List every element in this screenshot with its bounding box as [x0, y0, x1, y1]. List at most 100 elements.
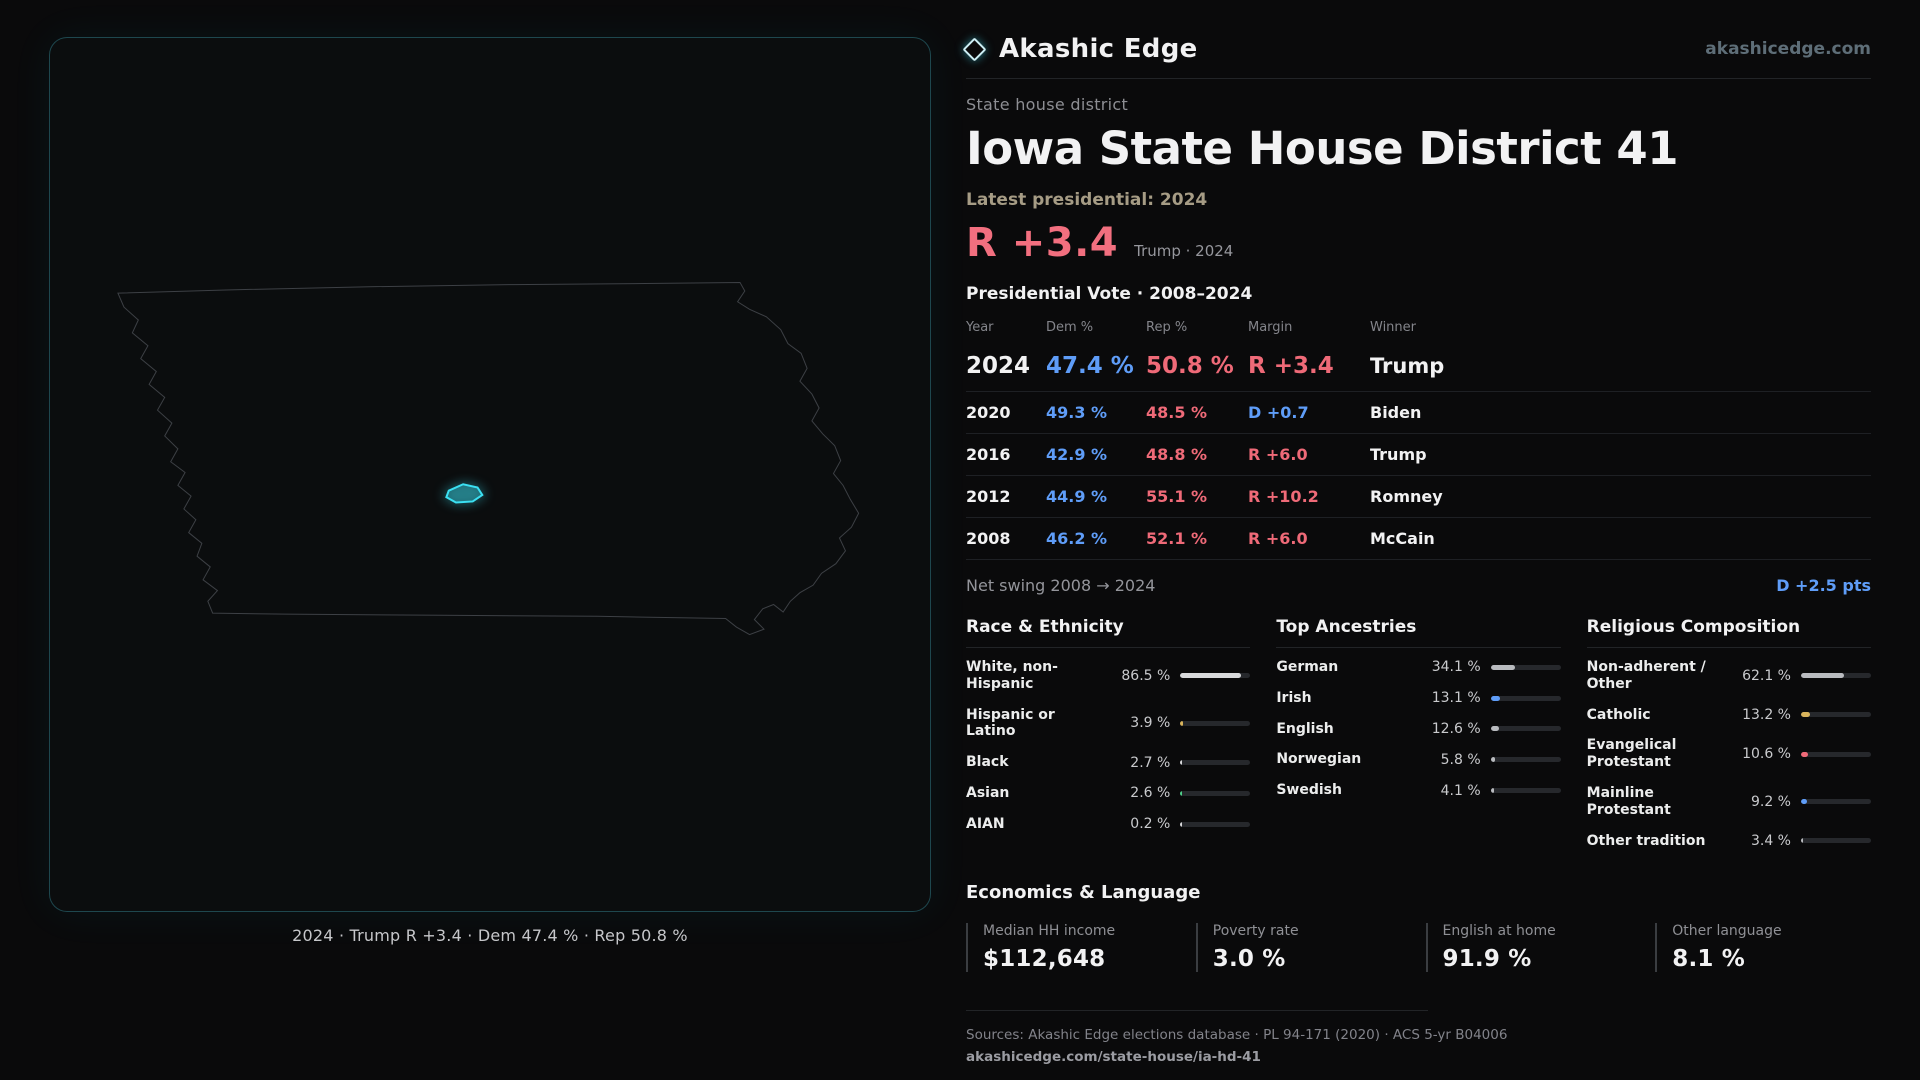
demo-value: 62.1 % [1742, 667, 1791, 684]
vote-table-title: Presidential Vote · 2008–2024 [966, 284, 1253, 304]
cell-year: 2024 [966, 353, 1031, 379]
cell-winner: Trump [1370, 354, 1445, 378]
col-year: Year [966, 320, 994, 335]
demo-value: 9.2 % [1750, 793, 1791, 810]
stat-value: 3.0 % [1212, 946, 1286, 973]
cell-rep: 52.1 % [1146, 529, 1208, 548]
demo-bar [1801, 751, 1871, 757]
demo-value: 3.9 % [1130, 715, 1171, 732]
cell-dem: 47.4 % [1046, 353, 1134, 379]
demo-bar [1801, 838, 1871, 844]
demo-row: Mainline Protestant 9.2 % [1587, 778, 1871, 826]
demo-label: Asian [966, 784, 1010, 801]
demo-value: 5.8 % [1440, 751, 1481, 768]
district-map-panel [49, 37, 931, 912]
footer-divider [966, 1010, 1428, 1012]
stat-value: 91.9 % [1442, 946, 1532, 973]
cell-year: 2012 [966, 487, 1011, 506]
cell-margin: R +6.0 [1248, 445, 1308, 464]
demo-row: Irish 13.1 % [1276, 683, 1561, 714]
vote-table-header: Year Dem % Rep % Margin Winner [966, 314, 1871, 343]
cell-dem: 42.9 % [1046, 445, 1108, 464]
cell-year: 2016 [966, 445, 1011, 464]
demo-row: Norwegian 5.8 % [1276, 744, 1561, 775]
demo-label: AIAN [966, 815, 1005, 832]
cell-dem: 44.9 % [1046, 487, 1108, 506]
brand-site-link[interactable]: akashicedge.com [1705, 39, 1871, 59]
demo-row: Black 2.7 % [966, 747, 1251, 778]
cell-winner: Romney [1370, 487, 1443, 506]
stat-poverty-rate: Poverty rate 3.0 % [1195, 923, 1412, 973]
demo-label: White, non-Hispanic [966, 659, 1058, 692]
iowa-state-outline [118, 282, 859, 634]
cell-year: 2008 [966, 529, 1011, 548]
demo-bar [1180, 720, 1251, 726]
ancestries-heading: Top Ancestries [1276, 617, 1561, 648]
stat-value: 8.1 % [1672, 946, 1746, 973]
religion-column: Religious Composition Non-adherent / Oth… [1586, 617, 1871, 857]
demo-label: Norwegian [1276, 751, 1362, 768]
demo-label: Non-adherent / Other [1586, 659, 1706, 692]
cell-winner: Biden [1370, 403, 1422, 422]
demo-label: English [1276, 720, 1334, 737]
demo-value: 13.2 % [1742, 706, 1791, 723]
demo-value: 2.7 % [1130, 754, 1171, 771]
demo-value: 2.6 % [1130, 785, 1171, 802]
demo-label: Other tradition [1586, 832, 1706, 849]
demo-row: White, non-Hispanic 86.5 % [966, 652, 1251, 700]
cell-winner: McCain [1370, 529, 1435, 548]
cell-margin: R +3.4 [1248, 353, 1334, 379]
demo-label: Irish [1276, 689, 1312, 706]
demo-label: Evangelical Protestant [1586, 737, 1677, 771]
demo-row: Catholic 13.2 % [1587, 700, 1871, 731]
demo-bar [1490, 788, 1561, 794]
stat-other-language: Other language 8.1 % [1655, 923, 1871, 973]
net-swing-label: Net swing 2008 → 2024 [966, 576, 1156, 595]
demo-row: Hispanic or Latino 3.9 % [966, 700, 1251, 748]
cell-rep: 48.8 % [1146, 445, 1208, 464]
demo-row: Asian 2.6 % [966, 778, 1251, 809]
net-swing-row: Net swing 2008 → 2024 D +2.5 pts [966, 576, 1871, 595]
cell-margin: D +0.7 [1248, 403, 1309, 422]
page-title: Iowa State House District 41 [966, 122, 1679, 175]
permalink-link[interactable]: akashicedge.com/state-house/ia-hd-41 [966, 1049, 1261, 1066]
demo-row: Non-adherent / Other 62.1 % [1587, 652, 1871, 700]
demo-bar [1490, 757, 1561, 763]
brand-header: Akashic Edge akashicedge.com [962, 34, 1871, 79]
demo-row: AIAN 0.2 % [966, 809, 1251, 840]
demo-value: 12.6 % [1431, 720, 1481, 737]
stat-label: Other language [1672, 923, 1782, 940]
headline-margin-context: Trump · 2024 [1134, 242, 1234, 260]
demo-label: Hispanic or Latino [966, 706, 1055, 740]
table-row-2008: 2008 46.2 % 52.1 % R +6.0 McCain [966, 518, 1871, 560]
stat-label: Median HH income [983, 923, 1116, 940]
brand-diamond-icon [962, 36, 987, 62]
col-rep: Rep % [1146, 320, 1188, 335]
demo-value: 86.5 % [1121, 667, 1171, 684]
demo-value: 3.4 % [1750, 832, 1791, 849]
table-row-2024: 2024 47.4 % 50.8 % R +3.4 Trump [966, 343, 1871, 392]
iowa-map [82, 276, 897, 641]
demo-bar [1801, 673, 1871, 679]
demo-label: German [1276, 659, 1339, 675]
col-winner: Winner [1370, 320, 1417, 335]
report-content: Akashic Edge akashicedge.com State house… [962, 34, 1871, 1066]
demo-bar [1801, 799, 1871, 805]
demo-row: Other tradition 3.4 % [1587, 826, 1871, 857]
stat-english-at-home: English at home 91.9 % [1425, 923, 1642, 973]
cell-rep: 55.1 % [1146, 487, 1208, 506]
stat-median-income: Median HH income $112,648 [966, 923, 1182, 973]
economics-stats: Median HH income $112,648 Poverty rate 3… [966, 923, 1871, 973]
district-41-shape[interactable] [446, 484, 482, 502]
demo-bar [1490, 695, 1561, 701]
cell-winner: Trump [1370, 445, 1427, 464]
headline-margin-row: R +3.4 Trump · 2024 [966, 220, 1871, 266]
cell-rep: 48.5 % [1146, 403, 1208, 422]
demo-row: Evangelical Protestant 10.6 % [1587, 730, 1871, 778]
brand-name: Akashic Edge [999, 34, 1198, 64]
demo-label: Black [966, 754, 1009, 771]
demo-bar [1801, 712, 1871, 718]
demo-bar [1490, 726, 1561, 732]
demo-bar [1490, 664, 1561, 670]
stat-label: Poverty rate [1212, 923, 1299, 940]
